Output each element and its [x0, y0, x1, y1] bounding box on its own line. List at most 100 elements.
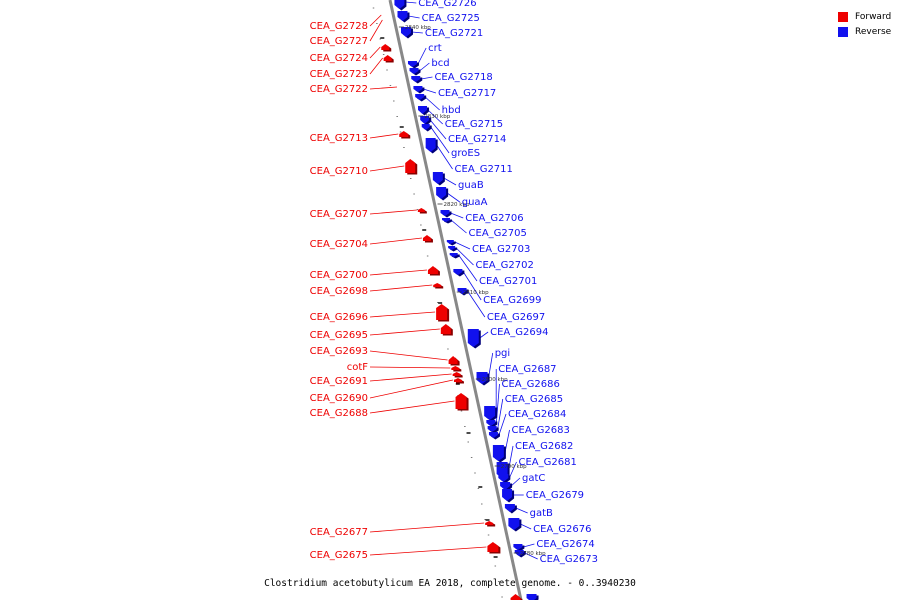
forward-gene [487, 542, 501, 554]
scale-mark-label: 2810 kbp [463, 290, 489, 296]
forward-gene [451, 366, 462, 372]
reverse-gene-label: guaB [458, 180, 484, 191]
reverse-gene-label: CEA_G2683 [512, 425, 570, 436]
forward-gene-label: CEA_G2698 [310, 286, 368, 297]
reverse-gene [492, 445, 506, 463]
reverse-gene [488, 432, 500, 440]
reverse-gene [400, 27, 413, 39]
reverse-gene [397, 11, 410, 23]
reverse-gene [476, 372, 490, 386]
reverse-gene [502, 489, 515, 503]
leader-line [369, 546, 487, 556]
scale-mark-label: 2790 kbp [501, 464, 527, 470]
scale-mark-label: 2830 kbp [424, 114, 450, 120]
reverse-gene [442, 218, 453, 224]
leader-line [520, 523, 532, 530]
reverse-gene [425, 138, 438, 154]
reverse-gene-label: CEA_G2685 [505, 394, 563, 405]
leader-line [446, 192, 460, 203]
reverse-gene-label: CEA_G2699 [483, 295, 541, 306]
reverse-gene-label: CEA_G2705 [469, 228, 527, 239]
forward-gene [417, 208, 427, 214]
reverse-gene-label: CEA_G2701 [479, 276, 537, 287]
forward-gene [383, 55, 394, 63]
forward-gene-label: CEA_G2723 [310, 69, 368, 80]
reverse-gene [446, 240, 456, 246]
leader-line [369, 400, 455, 414]
leader-line [455, 247, 474, 266]
leader-line [408, 15, 420, 19]
forward-gene [422, 235, 433, 243]
reverse-gene-label: pgi [495, 348, 510, 359]
reverse-gene [413, 86, 425, 94]
scale-marks: 2840 kbp 2830 kbp 2820 kbp 2810 kbp 2800 kbp… [398, 25, 546, 557]
forward-gene [453, 378, 464, 384]
reverse-gene-label: gatB [530, 508, 553, 519]
leader-line [454, 241, 471, 250]
leader-line [369, 350, 448, 361]
forward-gene [485, 521, 496, 527]
forward-gene-label: CEA_G2710 [310, 166, 368, 177]
reverse-gene-label: groES [451, 148, 480, 159]
leader-line [369, 19, 383, 42]
reverse-gene [504, 504, 517, 514]
forward-gene-label: CEA_G2691 [310, 376, 368, 387]
legend-forward: Forward [838, 9, 891, 24]
leader-line [479, 331, 489, 339]
reverse-gene-label: CEA_G2717 [438, 88, 496, 99]
reverse-gene-label: CEA_G2702 [476, 260, 534, 271]
legend-reverse: Reverse [838, 24, 891, 39]
leader-line [508, 461, 517, 479]
forward-gene [399, 131, 411, 139]
forward-gene-label: CEA_G2724 [310, 53, 368, 64]
leader-line [369, 133, 399, 139]
reverse-gene [394, 0, 407, 11]
leader-line [429, 119, 447, 140]
position-ticks [372, 7, 503, 598]
scale-mark-label: 2780 kbp [520, 551, 546, 557]
reverse-gene-label: gatC [522, 473, 545, 484]
reverse-gene [526, 594, 539, 600]
reverse-gene [453, 269, 465, 277]
reverse-gene-label: CEA_G2725 [422, 13, 480, 24]
reverse-gene [407, 61, 419, 69]
reverse-gene [415, 94, 427, 102]
reverse-gene [411, 76, 423, 84]
reverse-gene [457, 288, 469, 296]
genome-caption: Clostridium acetobutylicum EA 2018, comp… [264, 578, 636, 589]
forward-gene-label: CEA_G2688 [310, 408, 368, 419]
forward-gene-label: CEA_G2707 [310, 209, 368, 220]
gene-glyphs [381, 0, 539, 600]
forward-gene-label: CEA_G2677 [310, 527, 368, 538]
scale-mark-label: 2840 kbp [405, 25, 431, 31]
leader-line [450, 219, 467, 234]
leader-line [463, 271, 482, 301]
leader-line [369, 522, 485, 533]
reverse-gene-label: CEA_G2714 [448, 134, 506, 145]
reverse-gene-label: CEA_G2676 [533, 524, 591, 535]
forward-gene-label: CEA_G2713 [310, 133, 368, 144]
reverse-gene [409, 68, 421, 76]
forward-gene-label: CEA_G2722 [310, 84, 368, 95]
reverse-gene-label: CEA_G2711 [455, 164, 513, 175]
reverse-gene-label: CEA_G2718 [434, 72, 492, 83]
reverse-gene-label: CEA_G2694 [490, 327, 548, 338]
leader-line [515, 507, 528, 514]
reverse-gene-label: CEA_G2673 [540, 554, 598, 565]
reverse-gene [448, 246, 458, 252]
reverse-gene-label: CEA_G2686 [501, 379, 559, 390]
leader-line [450, 212, 464, 219]
forward-gene-label: CEA_G2696 [310, 312, 368, 323]
leader-line [417, 47, 427, 65]
scale-mark-label: 2820 kbp [444, 202, 470, 208]
leader-line [369, 366, 451, 369]
leader-line [369, 14, 382, 27]
reverse-swatch [838, 26, 848, 37]
reverse-gene [432, 172, 445, 186]
legend-reverse-label: Reverse [855, 26, 892, 37]
reverse-gene [514, 550, 526, 558]
reverse-gene-label: CEA_G2697 [487, 312, 545, 323]
leader-line [510, 477, 521, 487]
reverse-gene [467, 329, 481, 349]
legend-forward-label: Forward [855, 11, 892, 22]
